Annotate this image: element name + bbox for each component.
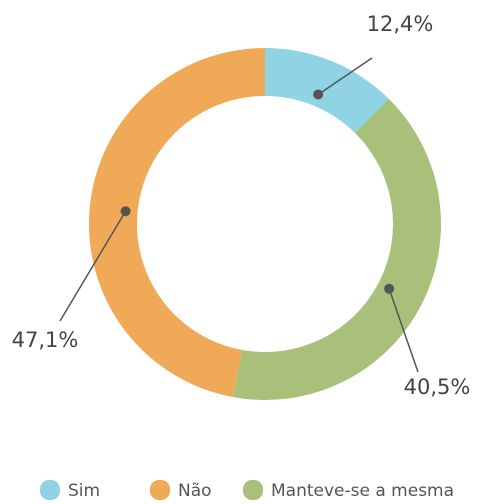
- data-label: 47,1%: [12, 328, 79, 352]
- leader-dot: [384, 283, 395, 294]
- data-label: 12,4%: [367, 12, 434, 36]
- leader-line: [59, 210, 127, 322]
- leader-dot: [313, 89, 324, 100]
- leader-line: [317, 57, 373, 96]
- slices: [88, 48, 442, 401]
- data-label: 40,5%: [404, 375, 471, 399]
- legend-label: Manteve-se a mesma: [271, 481, 454, 501]
- leader-line: [388, 288, 419, 373]
- legend-label: Não: [178, 481, 212, 501]
- slice: [88, 48, 265, 398]
- leader-dot: [120, 206, 131, 217]
- labels: 12,4% 47,1% 40,5%: [12, 12, 471, 399]
- legend: Sim Não Manteve-se a mesma: [40, 480, 454, 501]
- legend-swatch: [243, 480, 263, 500]
- legend-swatch: [150, 480, 170, 500]
- legend-label: Sim: [68, 481, 100, 501]
- legend-swatch: [40, 480, 60, 500]
- slice: [265, 48, 389, 133]
- slice: [233, 98, 442, 401]
